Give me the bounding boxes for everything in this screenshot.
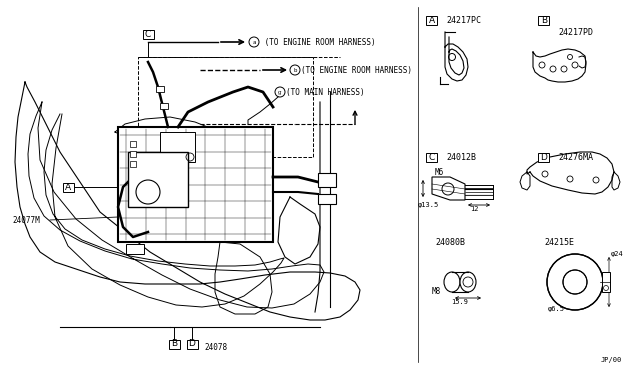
- Text: (TO ENGINE ROOM HARNESS): (TO ENGINE ROOM HARNESS): [260, 38, 376, 46]
- Bar: [130, 151, 136, 157]
- Text: a: a: [252, 39, 256, 45]
- Text: b: b: [293, 67, 297, 73]
- FancyBboxPatch shape: [426, 153, 438, 161]
- Text: 24080B: 24080B: [435, 237, 465, 247]
- Text: (TO ENGINE ROOM HARNESS): (TO ENGINE ROOM HARNESS): [301, 65, 412, 74]
- Bar: [138, 57, 313, 157]
- Text: φ24: φ24: [611, 251, 624, 257]
- Bar: [318, 173, 336, 187]
- Text: M6: M6: [435, 167, 444, 176]
- Bar: [156, 86, 164, 92]
- Text: C: C: [429, 153, 435, 161]
- Bar: [130, 161, 136, 167]
- Bar: [126, 244, 144, 254]
- FancyBboxPatch shape: [143, 29, 154, 38]
- Text: A: A: [429, 16, 435, 25]
- Text: 24012B: 24012B: [446, 153, 476, 161]
- Polygon shape: [432, 177, 465, 200]
- FancyBboxPatch shape: [63, 183, 74, 192]
- Text: C: C: [145, 29, 151, 38]
- Text: φ6.5: φ6.5: [548, 306, 565, 312]
- Text: 24217PD: 24217PD: [558, 28, 593, 36]
- Text: 12: 12: [470, 206, 478, 212]
- Text: A: A: [65, 183, 71, 192]
- Text: 24215E: 24215E: [544, 237, 574, 247]
- Bar: [160, 103, 168, 109]
- Bar: [118, 127, 273, 242]
- Bar: [130, 141, 136, 147]
- Text: 24077M: 24077M: [12, 215, 40, 224]
- FancyBboxPatch shape: [538, 153, 550, 161]
- Circle shape: [547, 254, 603, 310]
- FancyBboxPatch shape: [186, 340, 198, 349]
- Text: M8: M8: [432, 288, 441, 296]
- Text: φ13.5: φ13.5: [418, 202, 439, 208]
- Bar: [318, 194, 336, 204]
- Bar: [160, 132, 195, 162]
- Text: 24276MA: 24276MA: [558, 153, 593, 161]
- Text: 15.9: 15.9: [451, 299, 468, 305]
- Text: D: D: [189, 340, 195, 349]
- Text: D: D: [541, 153, 547, 161]
- Text: g: g: [278, 90, 282, 94]
- Text: 24078: 24078: [204, 343, 227, 352]
- FancyBboxPatch shape: [426, 16, 438, 25]
- FancyBboxPatch shape: [168, 340, 179, 349]
- Text: B: B: [541, 16, 547, 25]
- Ellipse shape: [460, 272, 476, 292]
- Text: 24217PC: 24217PC: [446, 16, 481, 25]
- FancyBboxPatch shape: [538, 16, 550, 25]
- Bar: [128, 152, 188, 207]
- Bar: [602, 272, 610, 292]
- Text: JP/00: JP/00: [601, 357, 622, 363]
- Text: (TO MAIN HARNESS): (TO MAIN HARNESS): [286, 87, 365, 96]
- Text: B: B: [171, 340, 177, 349]
